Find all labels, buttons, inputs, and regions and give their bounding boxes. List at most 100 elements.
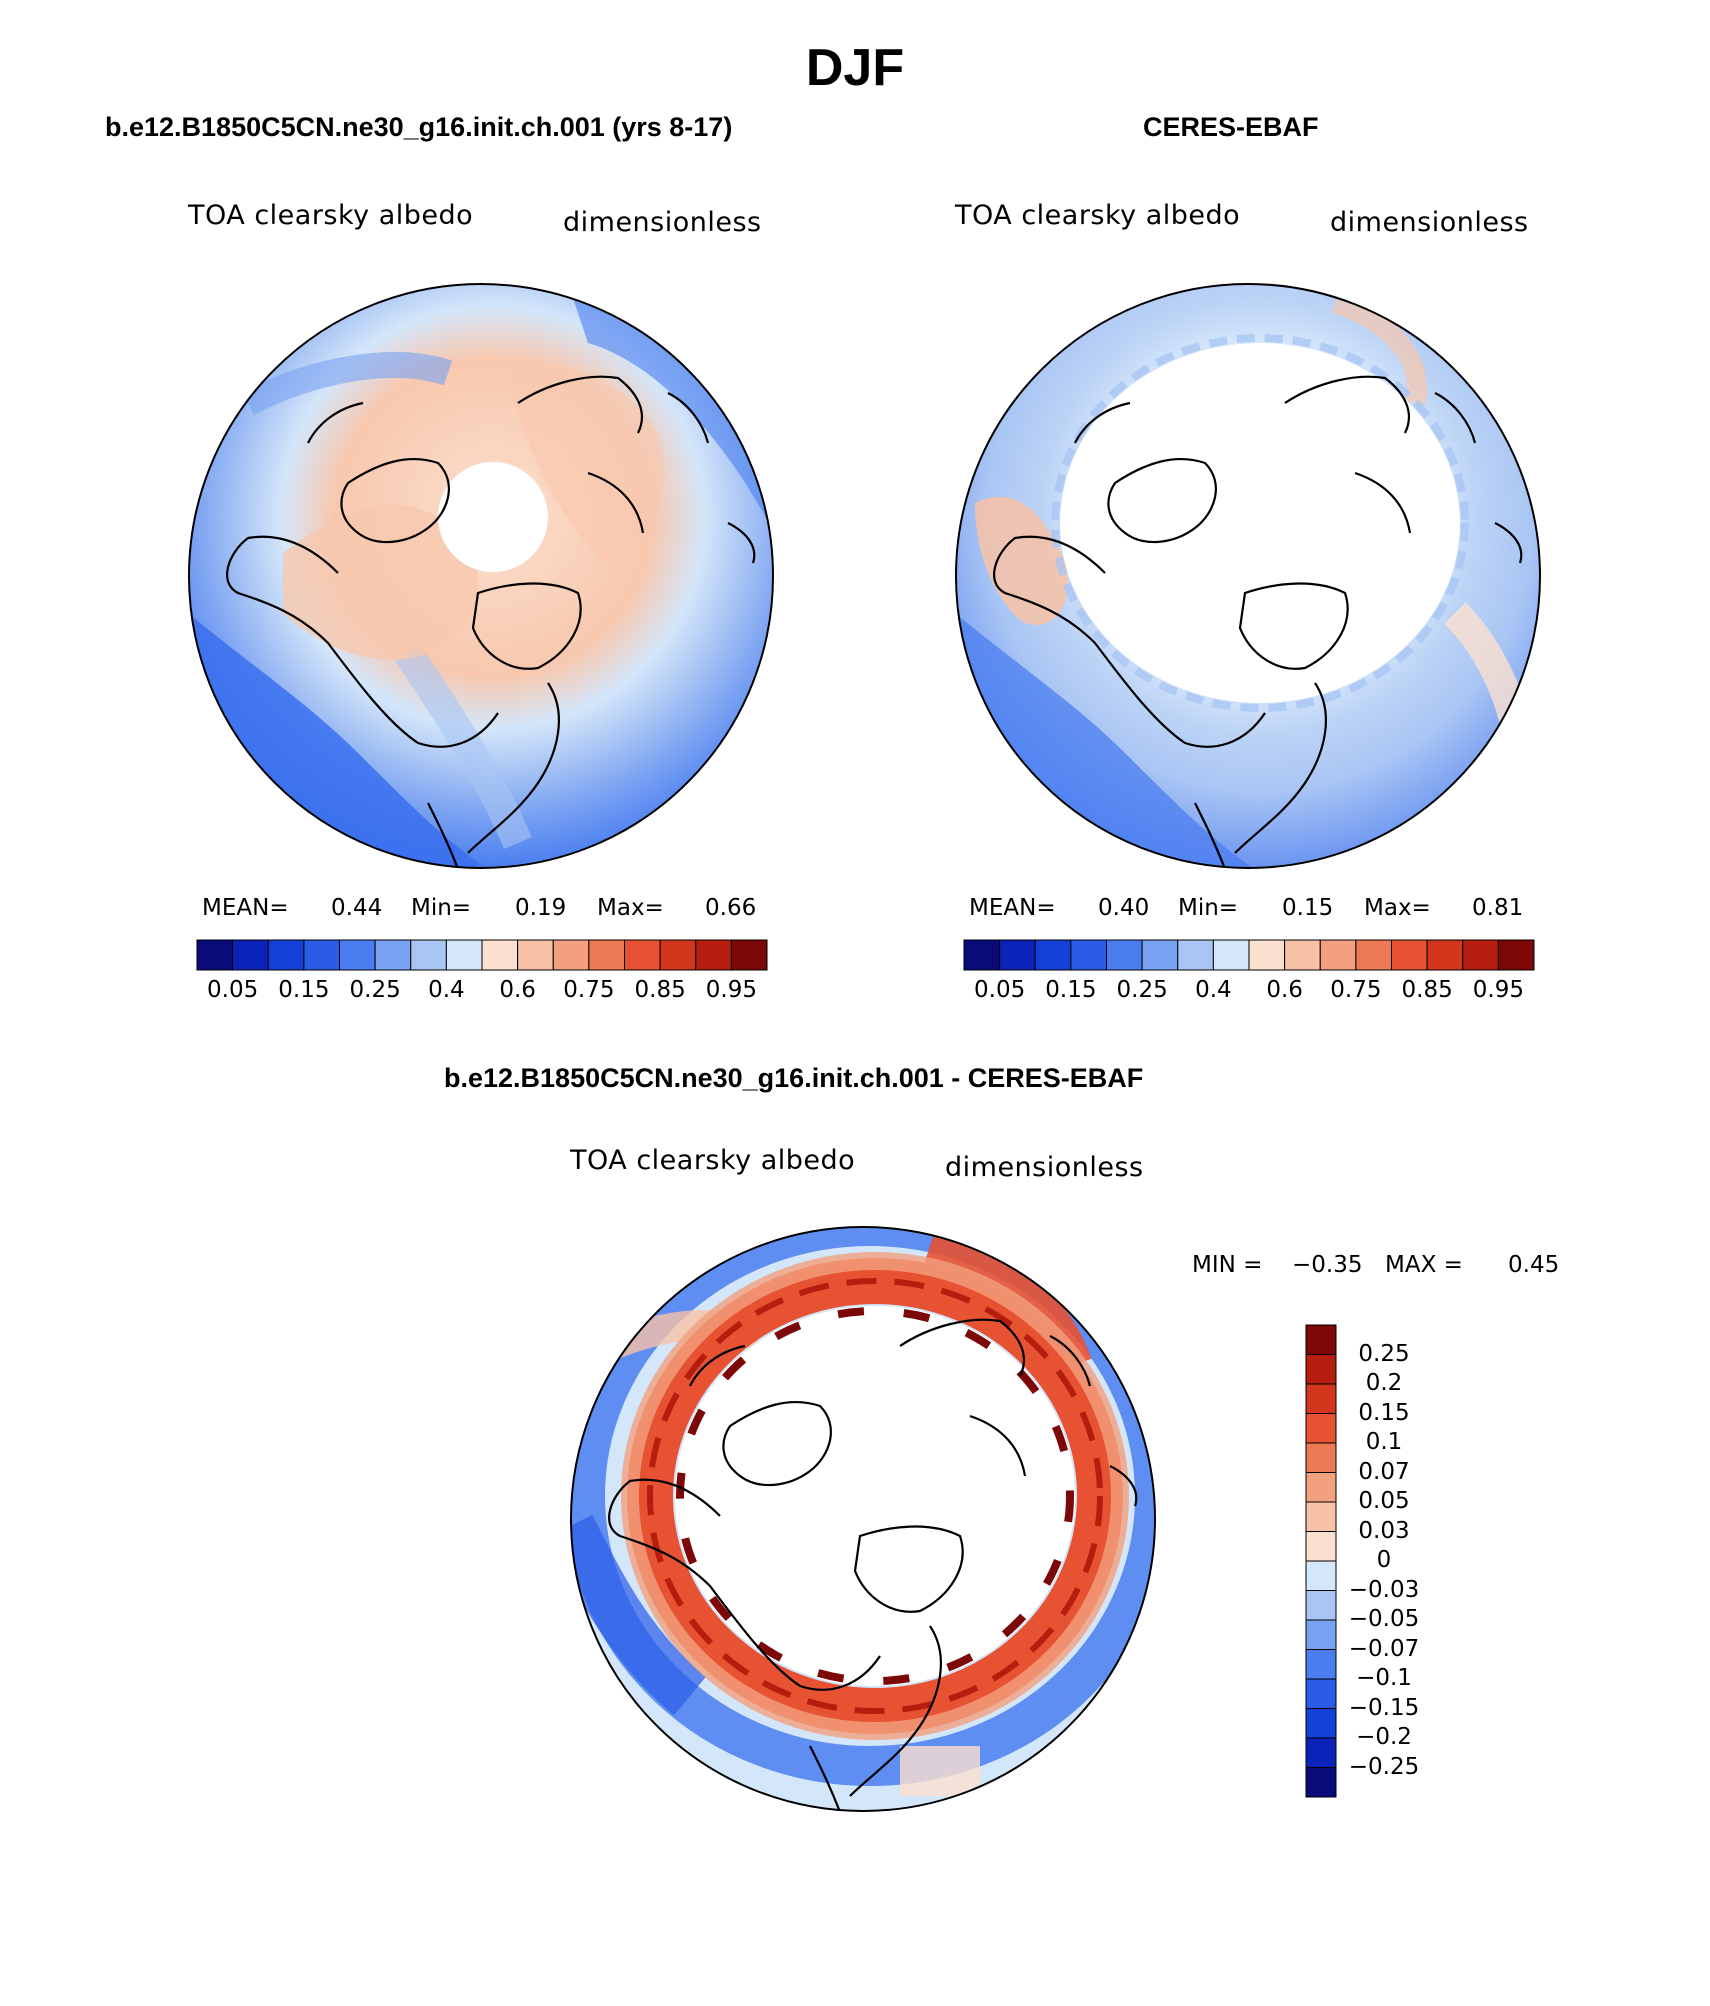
- colorbar-tick-label: 0.4: [428, 977, 465, 1003]
- colorbar-box: [1141, 939, 1179, 971]
- colorbar-box: [659, 939, 697, 971]
- panel-model-mean-label: MEAN=: [202, 895, 289, 921]
- colorbar-box: [445, 939, 483, 971]
- colorbar-box: [1305, 1708, 1337, 1739]
- panel-diff-title: b.e12.B1850C5CN.ne30_g16.init.ch.001 - C…: [444, 1063, 1144, 1093]
- panel-model-min-value: 0.19: [515, 895, 567, 921]
- colorbar-tick-label: 0.15: [1358, 1399, 1410, 1426]
- colorbar-box: [481, 939, 519, 971]
- colorbar-box: [410, 939, 447, 971]
- panel-diff-variable: TOA clearsky albedo: [570, 1145, 856, 1176]
- colorbar-box: [1426, 939, 1464, 971]
- colorbar-tick-label: 0.85: [634, 977, 686, 1003]
- panel-diff-map: [570, 1226, 1156, 1812]
- colorbar-tick-label: 0.6: [499, 977, 536, 1003]
- panel-model-variable: TOA clearsky albedo: [188, 200, 474, 231]
- colorbar-box: [1305, 1560, 1337, 1591]
- colorbar-box: [1212, 939, 1250, 971]
- panel-obs-mean-label: MEAN=: [969, 895, 1056, 921]
- colorbar-tick-label: 0.05: [1358, 1488, 1410, 1514]
- colorbar-box: [1462, 939, 1499, 971]
- panel-diff-max-value: 0.45: [1508, 1252, 1560, 1278]
- colorbar-box: [1355, 939, 1392, 971]
- colorbar-tick-label: 0: [1376, 1547, 1392, 1573]
- colorbar-tick-label: 0.07: [1358, 1458, 1410, 1485]
- panel-obs-mean-value: 0.40: [1098, 895, 1150, 921]
- colorbar-box: [1305, 1531, 1337, 1562]
- colorbar-box: [1305, 1649, 1337, 1680]
- colorbar-box: [1305, 1737, 1337, 1768]
- colorbar-box: [588, 939, 625, 971]
- panel-model-map: [188, 283, 774, 869]
- panel-obs-units: dimensionless: [1330, 207, 1529, 238]
- colorbar-tick-label: 0.05: [207, 977, 259, 1003]
- colorbar-box: [624, 939, 661, 971]
- panel-diff-min-value: −0.35: [1292, 1252, 1363, 1278]
- colorbar-box: [1305, 1324, 1337, 1355]
- panel-diff-max-label: MAX =: [1385, 1252, 1463, 1278]
- colorbar-box: [695, 939, 732, 971]
- colorbar-box: [196, 939, 234, 971]
- colorbar-tick-label: 0.05: [974, 977, 1026, 1003]
- colorbar-tick-label: 0.25: [349, 977, 401, 1003]
- colorbar-tick-label: 0.15: [278, 977, 330, 1003]
- panel-obs-min-label: Min=: [1178, 895, 1239, 921]
- colorbar-box: [1391, 939, 1428, 971]
- colorbar-box: [1305, 1472, 1337, 1503]
- colorbar-box: [963, 939, 1001, 971]
- colorbar-box: [1305, 1501, 1337, 1532]
- colorbar-tick-label: 0.95: [705, 977, 757, 1003]
- panel-obs-colorbar: [963, 939, 1535, 971]
- polar-gap: [438, 462, 548, 572]
- colorbar-tick-label: 0.15: [1045, 977, 1097, 1003]
- colorbar-box: [517, 939, 554, 971]
- colorbar-box: [1248, 939, 1286, 971]
- colorbar-tick-label: 0.95: [1472, 977, 1524, 1003]
- colorbar-box: [1034, 939, 1072, 971]
- panel-obs-title: CERES-EBAF: [1143, 112, 1319, 142]
- colorbar-box: [374, 939, 412, 971]
- colorbar-box: [1305, 1354, 1337, 1385]
- colorbar-box: [1305, 1767, 1337, 1798]
- colorbar-tick-label: 0.4: [1195, 977, 1232, 1003]
- colorbar-tick-label: −0.07: [1348, 1635, 1420, 1662]
- colorbar-box: [1284, 939, 1321, 971]
- figure-title: DJF: [805, 39, 905, 97]
- colorbar-tick-label: 0.03: [1358, 1517, 1410, 1544]
- colorbar-box: [339, 939, 376, 971]
- colorbar-tick-label: 0.75: [563, 977, 615, 1003]
- panel-model-max-label: Max=: [597, 895, 664, 921]
- panel-obs-variable: TOA clearsky albedo: [955, 200, 1241, 231]
- panel-obs-max-value: 0.81: [1472, 895, 1524, 921]
- colorbar-box: [1305, 1413, 1337, 1444]
- panel-diff-min-label: MIN =: [1192, 1252, 1263, 1278]
- panel-model-mean-value: 0.44: [331, 895, 383, 921]
- colorbar-tick-label: 0.6: [1266, 977, 1303, 1003]
- colorbar-box: [552, 939, 590, 971]
- panel-model-title: b.e12.B1850C5CN.ne30_g16.init.ch.001 (yr…: [105, 112, 733, 142]
- panel-diff-units: dimensionless: [945, 1152, 1144, 1183]
- colorbar-tick-label: −0.1: [1356, 1665, 1412, 1691]
- panel-model-units: dimensionless: [563, 207, 762, 238]
- colorbar-tick-label: −0.05: [1348, 1606, 1420, 1632]
- colorbar-box: [1305, 1619, 1337, 1650]
- colorbar-tick-label: 0.75: [1330, 977, 1382, 1003]
- panel-diff-colorbar: [1305, 1324, 1337, 1798]
- colorbar-tick-label: 0.25: [1116, 977, 1168, 1003]
- panel-obs-max-label: Max=: [1364, 895, 1431, 921]
- colorbar-box: [303, 939, 340, 971]
- colorbar-box: [1305, 1590, 1337, 1621]
- colorbar-box: [999, 939, 1036, 971]
- panel-model-min-label: Min=: [411, 895, 472, 921]
- colorbar-box: [232, 939, 269, 971]
- panel-model-colorbar: [196, 939, 768, 971]
- colorbar-box: [1177, 939, 1214, 971]
- colorbar-box: [1497, 939, 1535, 971]
- colorbar-tick-label: −0.15: [1348, 1694, 1420, 1721]
- panel-obs-map: [955, 283, 1541, 869]
- colorbar-tick-label: 0.25: [1358, 1340, 1410, 1367]
- colorbar-box: [1305, 1442, 1337, 1473]
- colorbar-box: [730, 939, 768, 971]
- colorbar-box: [267, 939, 305, 971]
- colorbar-box: [1305, 1678, 1337, 1709]
